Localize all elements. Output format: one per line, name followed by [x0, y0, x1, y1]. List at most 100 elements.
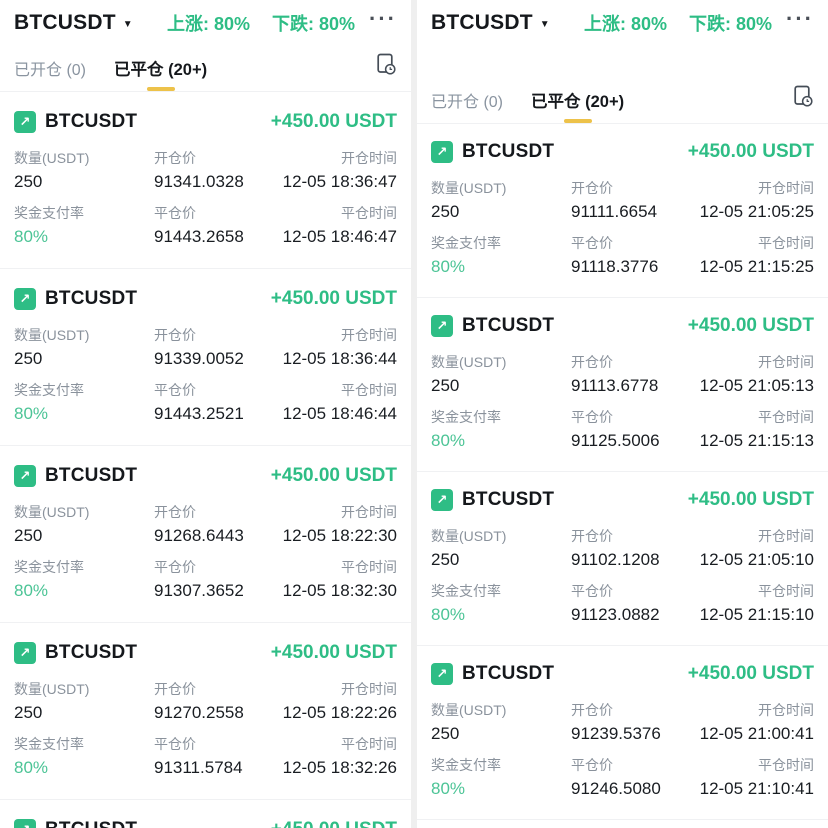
history-button[interactable] [792, 84, 814, 114]
field-open-price: 开仓价 91270.2558 [154, 681, 283, 724]
field-open-time: 开仓时间 12-05 21:05:10 [700, 528, 814, 571]
payout-rate-label: 奖金支付率 [431, 409, 501, 425]
position-card[interactable]: ↗ BTCUSDT +450.00 USDT 数量(USDT) 250 开仓价 … [417, 298, 828, 472]
position-card[interactable]: ↗ BTCUSDT +450.00 USDT 数量(USDT) 250 开仓价 … [0, 92, 411, 269]
position-card[interactable]: ↗ BTCUSDT +450.00 USDT 数量(USDT) 250 开仓价 … [417, 646, 828, 820]
field-open-time: 开仓时间 12-05 21:05:13 [700, 354, 814, 397]
open-time-label: 开仓时间 [341, 681, 397, 697]
position-pnl: +450.00 USDT [687, 141, 814, 162]
field-payout-rate: 奖金支付率 80% [431, 409, 571, 452]
trade-up-icon: ↗ [14, 642, 36, 664]
close-price-label: 平仓价 [154, 205, 196, 221]
open-price-label: 开仓价 [154, 327, 196, 343]
open-time-value: 12-05 18:22:30 [282, 526, 397, 545]
position-card[interactable]: ↗ BTCUSDT +450.00 USDT 数量(USDT) 250 开仓价 … [0, 446, 411, 623]
position-card[interactable]: ↗ BTCUSDT +450.00 USDT 数量(USDT) 250 开仓价 … [0, 623, 411, 800]
field-close-time: 平仓时间 12-05 18:32:30 [283, 559, 397, 602]
position-card-header: ↗ BTCUSDT +450.00 USDT [14, 285, 397, 313]
field-open-price: 开仓价 91111.6654 [571, 180, 700, 223]
open-time-value: 12-05 18:22:26 [282, 703, 397, 722]
open-price-label: 开仓价 [571, 354, 613, 370]
position-card-header: ↗ BTCUSDT +450.00 USDT [14, 108, 397, 136]
field-open-time: 开仓时间 12-05 18:36:44 [283, 327, 397, 370]
symbol-selector[interactable]: BTCUSDT ▼ [14, 11, 133, 35]
tab-open-positions[interactable]: 已开仓 (0) [14, 62, 87, 79]
position-card[interactable]: ↗ BTCUSDT +450.00 USDT 数量(USDT) 250 开仓价 … [417, 124, 828, 298]
position-fields: 数量(USDT) 250 开仓价 91339.0052 开仓时间 12-05 1… [14, 327, 397, 425]
close-time-value: 12-05 21:15:10 [699, 605, 814, 624]
open-time-value: 12-05 21:05:13 [699, 376, 814, 395]
position-card[interactable]: ↗ BTCUSDT +450.00 USDT 数量(USDT) 开仓价 开仓时间… [0, 800, 411, 828]
open-time-value: 12-05 21:05:25 [699, 202, 814, 221]
position-fields: 数量(USDT) 250 开仓价 91268.6443 开仓时间 12-05 1… [14, 504, 397, 602]
position-pnl: +450.00 USDT [270, 642, 397, 663]
field-payout-rate: 奖金支付率 80% [14, 559, 154, 602]
payout-rate-label: 奖金支付率 [14, 382, 84, 398]
symbol-selector[interactable]: BTCUSDT ▼ [431, 11, 550, 35]
position-fields: 数量(USDT) 250 开仓价 91113.6778 开仓时间 12-05 2… [431, 354, 814, 452]
tab-open-positions[interactable]: 已开仓 (0) [431, 94, 504, 111]
payout-rate-value: 80% [431, 605, 466, 624]
field-close-time: 平仓时间 12-05 21:15:13 [700, 409, 814, 452]
screenshot-seam-divider [411, 0, 417, 828]
field-close-time: 平仓时间 12-05 18:46:44 [283, 382, 397, 425]
field-close-price: 平仓价 91125.5006 [571, 409, 700, 452]
close-time-value: 12-05 18:46:47 [282, 227, 397, 246]
quantity-value: 250 [14, 703, 43, 722]
quantity-label: 数量(USDT) [431, 354, 507, 370]
close-time-value: 12-05 18:32:30 [282, 581, 397, 600]
field-open-price: 开仓价 91341.0328 [154, 150, 283, 193]
field-close-price: 平仓价 91246.5080 [571, 757, 700, 800]
history-button[interactable] [375, 52, 397, 82]
quantity-value: 250 [14, 526, 43, 545]
caret-down-icon: ▼ [122, 18, 133, 30]
payout-rate-label: 奖金支付率 [14, 736, 84, 752]
payout-rate-label: 奖金支付率 [431, 235, 501, 251]
trade-up-icon: ↗ [14, 465, 36, 487]
caret-down-icon: ▼ [539, 18, 550, 30]
trade-panel-right: BTCUSDT ▼ 上涨: 80% 下跌: 80% ··· 已开仓 (0) 已平… [417, 0, 828, 828]
field-quantity: 数量(USDT) 250 [431, 702, 571, 745]
payout-rate-value: 80% [431, 431, 466, 450]
field-payout-rate: 奖金支付率 80% [431, 583, 571, 626]
field-open-price: 开仓价 91239.5376 [571, 702, 700, 745]
file-clock-icon [375, 52, 397, 82]
position-pnl: +450.00 USDT [270, 465, 397, 486]
position-pnl: +450.00 USDT [687, 663, 814, 684]
field-quantity: 数量(USDT) 250 [14, 504, 154, 547]
trade-up-icon: ↗ [14, 111, 36, 133]
close-time-label: 平仓时间 [341, 205, 397, 221]
close-time-label: 平仓时间 [758, 409, 814, 425]
close-time-value: 12-05 21:15:13 [699, 431, 814, 450]
position-tabs: 已开仓 (0) 已平仓 (20+) [0, 46, 411, 92]
payout-rate-value: 80% [14, 581, 49, 600]
open-price-label: 开仓价 [571, 702, 613, 718]
more-menu-button[interactable]: ··· [786, 6, 814, 31]
close-price-value: 91123.0882 [571, 605, 660, 624]
position-card[interactable]: ↗ BTCUSDT +450.00 USDT 数量(USDT) 250 开仓价 … [417, 472, 828, 646]
quantity-value: 250 [431, 550, 460, 569]
field-quantity: 数量(USDT) 250 [431, 180, 571, 223]
close-time-label: 平仓时间 [758, 235, 814, 251]
quantity-value: 250 [14, 349, 43, 368]
trade-up-icon: ↗ [431, 315, 453, 337]
tab-closed-positions[interactable]: 已平仓 (20+) [114, 56, 207, 82]
open-price-label: 开仓价 [571, 180, 613, 196]
quantity-value: 250 [431, 724, 460, 743]
position-symbol: BTCUSDT [462, 663, 555, 684]
position-symbol: BTCUSDT [45, 819, 137, 828]
position-pnl: +450.00 USDT [687, 489, 814, 510]
open-price-value: 91102.1208 [571, 550, 660, 569]
payout-rate-value: 80% [431, 257, 466, 276]
close-time-label: 平仓时间 [341, 382, 397, 398]
trade-up-icon: ↗ [14, 288, 36, 310]
position-card[interactable]: ↗ BTCUSDT +450.00 USDT 数量(USDT) 250 开仓价 … [0, 269, 411, 446]
open-price-label: 开仓价 [154, 150, 196, 166]
up-rate-label: 上涨: 80% [166, 14, 250, 34]
quantity-value: 250 [14, 172, 43, 191]
position-card-header: ↗ BTCUSDT +450.00 USDT [431, 486, 814, 514]
tab-closed-positions[interactable]: 已平仓 (20+) [531, 88, 624, 114]
more-menu-button[interactable]: ··· [369, 6, 397, 31]
quantity-label: 数量(USDT) [14, 504, 90, 520]
open-time-label: 开仓时间 [758, 528, 814, 544]
